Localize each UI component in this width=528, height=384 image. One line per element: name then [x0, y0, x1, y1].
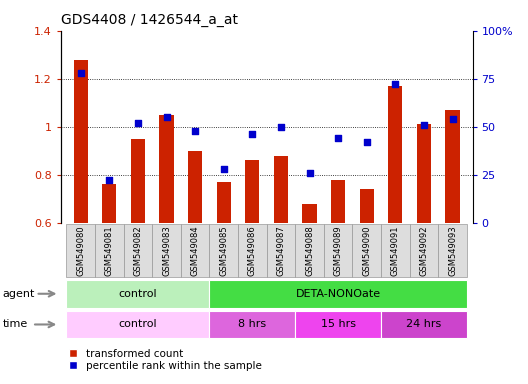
Point: [191, 127, 200, 134]
FancyBboxPatch shape: [295, 224, 324, 277]
Text: GSM549088: GSM549088: [305, 225, 314, 276]
Bar: [388, 86, 402, 367]
FancyBboxPatch shape: [410, 224, 438, 277]
Point: [248, 131, 257, 137]
Text: 15 hrs: 15 hrs: [320, 319, 356, 329]
Bar: [417, 124, 431, 367]
FancyBboxPatch shape: [124, 224, 152, 277]
Point: [77, 70, 85, 76]
Bar: [274, 156, 288, 367]
Bar: [188, 151, 202, 367]
FancyBboxPatch shape: [67, 280, 210, 308]
Bar: [360, 189, 374, 367]
Bar: [73, 60, 88, 367]
Point: [420, 122, 428, 128]
Text: GSM549091: GSM549091: [391, 225, 400, 276]
Point: [105, 177, 114, 184]
Text: GSM549089: GSM549089: [334, 225, 343, 276]
Point: [448, 116, 457, 122]
Bar: [159, 115, 174, 367]
Point: [305, 170, 314, 176]
Text: GSM549090: GSM549090: [362, 225, 371, 276]
Bar: [303, 204, 317, 367]
FancyBboxPatch shape: [381, 224, 410, 277]
Text: 24 hrs: 24 hrs: [407, 319, 441, 329]
FancyBboxPatch shape: [238, 224, 267, 277]
Point: [162, 114, 171, 120]
Text: GDS4408 / 1426544_a_at: GDS4408 / 1426544_a_at: [61, 13, 238, 27]
FancyBboxPatch shape: [438, 224, 467, 277]
Bar: [446, 110, 460, 367]
Point: [363, 139, 371, 145]
FancyBboxPatch shape: [353, 224, 381, 277]
Text: GSM549080: GSM549080: [76, 225, 85, 276]
Text: agent: agent: [3, 289, 35, 299]
Text: GSM549083: GSM549083: [162, 225, 171, 276]
FancyBboxPatch shape: [67, 311, 210, 338]
Text: GSM549082: GSM549082: [134, 225, 143, 276]
Point: [277, 124, 285, 130]
Point: [220, 166, 228, 172]
Text: GSM549084: GSM549084: [191, 225, 200, 276]
Text: control: control: [119, 289, 157, 299]
Text: time: time: [3, 319, 28, 329]
Text: GSM549087: GSM549087: [277, 225, 286, 276]
FancyBboxPatch shape: [181, 224, 210, 277]
Point: [334, 135, 342, 141]
Bar: [131, 139, 145, 367]
FancyBboxPatch shape: [381, 311, 467, 338]
Text: control: control: [119, 319, 157, 329]
Point: [134, 120, 142, 126]
FancyBboxPatch shape: [95, 224, 124, 277]
Text: DETA-NONOate: DETA-NONOate: [296, 289, 381, 299]
FancyBboxPatch shape: [295, 311, 381, 338]
FancyBboxPatch shape: [210, 224, 238, 277]
FancyBboxPatch shape: [210, 280, 467, 308]
Text: 8 hrs: 8 hrs: [238, 319, 267, 329]
Text: GSM549085: GSM549085: [219, 225, 228, 276]
Bar: [331, 180, 345, 367]
FancyBboxPatch shape: [324, 224, 353, 277]
Text: GSM549092: GSM549092: [419, 225, 428, 276]
FancyBboxPatch shape: [67, 224, 95, 277]
Text: GSM549081: GSM549081: [105, 225, 114, 276]
Legend: transformed count, percentile rank within the sample: transformed count, percentile rank withi…: [58, 344, 266, 375]
FancyBboxPatch shape: [152, 224, 181, 277]
Text: GSM549086: GSM549086: [248, 225, 257, 276]
Point: [391, 81, 400, 88]
Bar: [216, 182, 231, 367]
FancyBboxPatch shape: [267, 224, 295, 277]
Bar: [102, 184, 117, 367]
FancyBboxPatch shape: [210, 311, 295, 338]
Text: GSM549093: GSM549093: [448, 225, 457, 276]
Bar: [245, 161, 259, 367]
